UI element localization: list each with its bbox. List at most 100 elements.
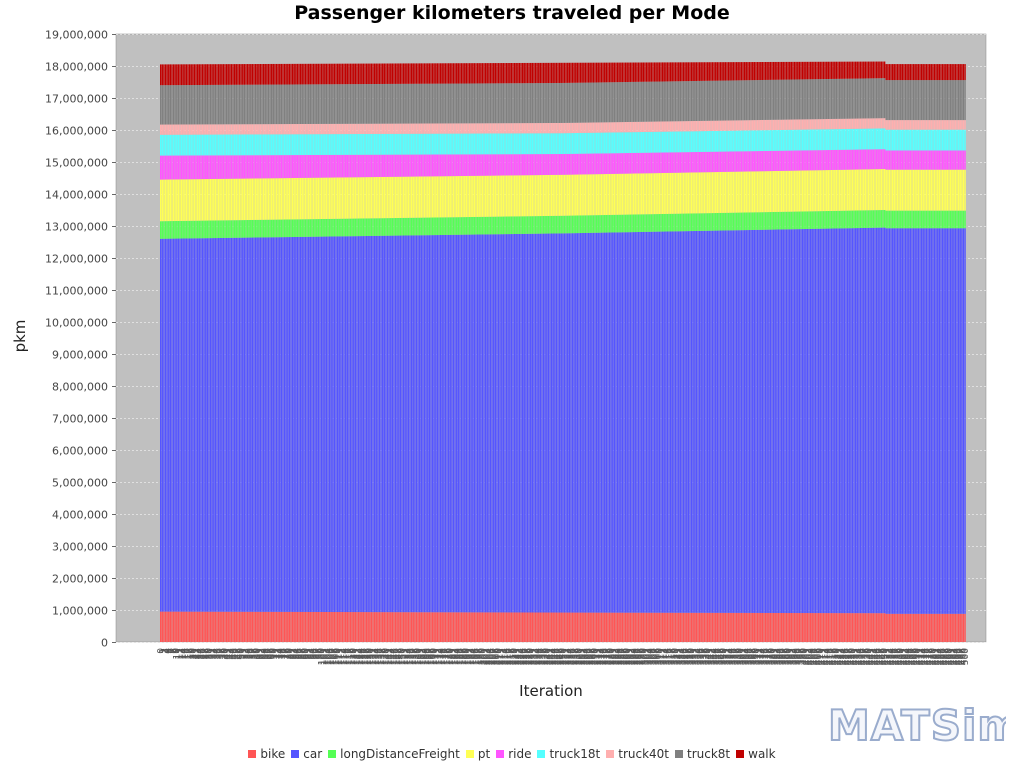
bar-segment-longDistanceFreight <box>304 219 307 237</box>
bar-segment-truck18t <box>298 134 300 156</box>
bar-segment-pt <box>927 169 929 211</box>
bar-segment-bike <box>843 613 846 642</box>
bar-segment-bike <box>443 612 445 642</box>
bar-segment-bike <box>621 612 624 642</box>
bar-segment-walk <box>243 64 246 85</box>
bar-segment-longDistanceFreight <box>349 218 352 237</box>
x-tick-label: 42 <box>224 648 234 659</box>
bar-segment-car <box>938 228 941 614</box>
bar-segment-bike <box>674 612 677 642</box>
bar-segment-pt <box>924 169 926 211</box>
bar-segment-truck18t <box>727 130 730 152</box>
bar-segment-longDistanceFreight <box>303 219 305 237</box>
bar-segment-bike <box>555 612 558 642</box>
bar-segment-longDistanceFreight <box>163 221 165 239</box>
bar-segment-truck40t <box>549 123 551 134</box>
bar-segment-ride <box>954 150 957 170</box>
bar-segment-bike <box>769 612 772 642</box>
x-tick-label: 96 <box>311 648 321 660</box>
bar-segment-truck8t <box>225 84 228 125</box>
bar-segment-truck40t <box>570 122 572 134</box>
bar-segment-car <box>850 228 852 614</box>
bar-segment-longDistanceFreight <box>299 219 302 237</box>
bar-segment-bike <box>724 612 727 642</box>
bar-segment-truck18t <box>291 134 294 156</box>
bar-segment-longDistanceFreight <box>758 212 760 230</box>
bar-segment-truck8t <box>414 83 416 124</box>
bar-segment-ride <box>203 155 205 180</box>
bar-segment-longDistanceFreight <box>356 218 358 237</box>
bar-segment-pt <box>359 177 361 219</box>
bar-segment-walk <box>658 62 661 82</box>
bar-segment-bike <box>198 611 200 642</box>
bar-segment-ride <box>369 154 371 178</box>
bar-segment-truck18t <box>404 133 406 155</box>
bar-segment-car <box>790 229 793 614</box>
bar-segment-longDistanceFreight <box>737 212 739 231</box>
x-tick-label: 203 <box>483 648 493 665</box>
bar-segment-walk <box>698 62 701 81</box>
x-tick-label: 335 <box>696 648 706 665</box>
bar-segment-truck8t <box>792 79 794 120</box>
bar-segment-ride <box>718 151 720 172</box>
bar-segment-truck8t <box>216 84 218 125</box>
bar-segment-truck18t <box>914 129 916 151</box>
bar-segment-car <box>349 236 352 613</box>
bar-segment-pt <box>808 170 810 212</box>
bar-segment-truck8t <box>645 81 648 122</box>
bar-segment-walk <box>607 62 609 83</box>
bar-segment-car <box>287 237 289 612</box>
bar-segment-ride <box>945 150 947 170</box>
bar-segment-car <box>658 231 661 613</box>
bar-segment-ride <box>602 153 604 175</box>
bar-segment-ride <box>407 154 410 177</box>
bar-segment-truck18t <box>493 133 495 155</box>
bar-segment-pt <box>636 173 638 215</box>
bar-segment-ride <box>544 154 546 176</box>
bar-segment-truck40t <box>721 120 723 131</box>
bar-segment-car <box>428 235 431 613</box>
x-tick-label: 226 <box>520 648 530 665</box>
bar-segment-pt <box>341 177 344 219</box>
bar-segment-truck40t <box>536 123 538 134</box>
bar-segment-bike <box>291 611 294 642</box>
bar-segment-truck18t <box>953 129 955 151</box>
bar-segment-ride <box>441 154 443 177</box>
bar-segment-pt <box>660 173 662 214</box>
bar-segment-pt <box>303 177 305 220</box>
bar-segment-longDistanceFreight <box>842 210 844 229</box>
bar-segment-truck8t <box>325 84 328 124</box>
x-tick-label: 106 <box>327 648 337 665</box>
bar-segment-car <box>301 236 303 612</box>
bar-segment-pt <box>383 176 385 219</box>
bar-segment-longDistanceFreight <box>324 218 326 237</box>
bar-segment-truck8t <box>172 85 175 125</box>
bar-segment-car <box>258 237 260 612</box>
bar-segment-bike <box>246 611 249 642</box>
bar-segment-truck8t <box>811 79 813 120</box>
bar-segment-pt <box>695 172 698 214</box>
bar-segment-truck8t <box>948 80 950 121</box>
x-tick-label: 221 <box>512 648 522 665</box>
bar-segment-truck8t <box>209 84 212 125</box>
bar-segment-truck40t <box>230 124 233 135</box>
bar-segment-longDistanceFreight <box>385 218 387 236</box>
bar-segment-truck40t <box>399 123 402 134</box>
bar-segment-walk <box>465 63 468 84</box>
bar-segment-bike <box>373 612 376 642</box>
bar-segment-walk <box>819 61 821 80</box>
bar-segment-walk <box>945 64 947 81</box>
bar-segment-walk <box>953 64 955 81</box>
bar-segment-car <box>369 235 371 613</box>
bar-segment-truck18t <box>407 133 410 155</box>
bar-segment-truck18t <box>784 129 786 151</box>
bar-segment-truck18t <box>698 131 701 152</box>
bar-segment-pt <box>956 169 958 211</box>
bar-segment-truck40t <box>621 122 624 133</box>
bar-segment-truck40t <box>940 120 942 130</box>
bar-segment-truck18t <box>473 133 476 155</box>
bar-segment-truck18t <box>496 133 498 155</box>
bar-segment-ride <box>631 152 633 174</box>
x-tick-label: 264 <box>581 648 591 665</box>
bar-segment-walk <box>404 63 406 84</box>
